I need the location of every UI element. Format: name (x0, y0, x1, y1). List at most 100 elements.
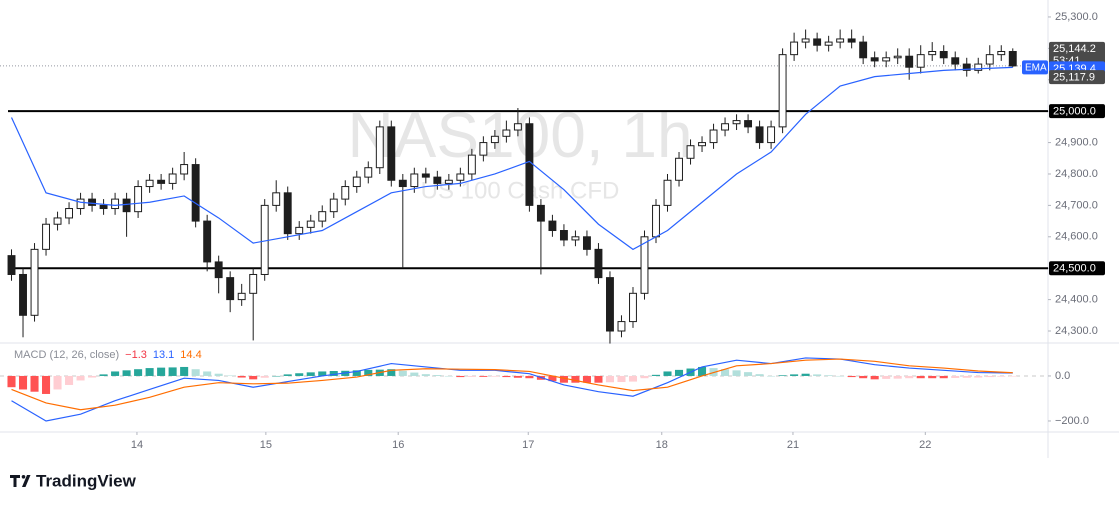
candle-body (214, 261, 223, 279)
candle (962, 57, 971, 77)
histogram-bar (870, 375, 879, 380)
candle (99, 199, 108, 215)
candle-body (997, 51, 1006, 56)
histogram-bar (962, 375, 971, 378)
histogram-bar (364, 369, 373, 376)
histogram-bar (617, 375, 626, 383)
histogram-bar (387, 369, 396, 376)
histogram-bar (605, 375, 614, 383)
candle (847, 29, 856, 49)
candle (237, 283, 246, 306)
candle-body (686, 145, 695, 159)
histogram-bar (122, 370, 131, 376)
histogram-bar (525, 375, 534, 379)
candle-body (433, 176, 442, 184)
histogram-bar (548, 375, 557, 382)
candle-body (559, 230, 568, 241)
y-tick-label: 24,400.0 (1055, 294, 1098, 306)
histogram-bar (836, 375, 845, 377)
histogram-bar (295, 373, 304, 376)
candle (1008, 48, 1017, 68)
candle (606, 271, 614, 344)
candle-body (905, 55, 914, 68)
candle (467, 148, 476, 181)
candle-body (513, 123, 522, 131)
histogram-bar (905, 375, 914, 379)
x-tick-label: 21 (787, 439, 799, 451)
candle-body (744, 120, 753, 128)
candle-body (122, 198, 131, 213)
candle-body (398, 179, 407, 188)
x-tick-label: 14 (131, 439, 143, 451)
candle (444, 173, 453, 190)
x-tick-label: 17 (522, 439, 534, 451)
histogram-bar (214, 373, 223, 376)
candle (790, 32, 799, 61)
candle-body (421, 173, 430, 178)
candle (594, 243, 603, 284)
candle-body (341, 186, 350, 200)
candle-body (548, 220, 557, 232)
candle-body (859, 41, 868, 59)
axis-label-box (1049, 104, 1105, 119)
candle (755, 120, 764, 149)
brand-logo: TradingView (10, 471, 137, 490)
candle (985, 45, 994, 71)
candle-body (490, 135, 499, 144)
candle-body (318, 211, 327, 222)
candle-body (675, 157, 683, 181)
axis-label: 24,500.0 (1053, 263, 1096, 275)
candle-body (928, 51, 937, 56)
histogram-bar (859, 375, 868, 379)
histogram-bar (985, 375, 994, 378)
histogram-bar (847, 375, 856, 378)
candle (53, 211, 62, 231)
candle-body (617, 321, 626, 332)
ema-name: EMA (1025, 63, 1047, 74)
histogram-bar (168, 367, 177, 376)
histogram-bar (813, 374, 822, 376)
histogram-bar (490, 375, 499, 377)
candle-body (882, 57, 891, 62)
candle (421, 167, 430, 184)
histogram-bar (928, 375, 937, 379)
candle-body (375, 126, 384, 169)
candle-body (767, 126, 776, 144)
candle-body (168, 173, 177, 184)
histogram-bar (249, 375, 258, 380)
candle-body (456, 173, 465, 181)
candle-body (813, 38, 822, 46)
candle (306, 214, 315, 234)
candle-body (974, 63, 983, 71)
histogram-bar (111, 371, 120, 376)
candle-body (180, 164, 189, 175)
y-tick-label: 24,700.0 (1055, 199, 1098, 211)
candle (629, 287, 637, 328)
candle (732, 114, 741, 131)
histogram-bar (479, 375, 488, 377)
candle-body (698, 142, 706, 147)
candle-body (7, 255, 16, 275)
histogram-bar (893, 375, 902, 379)
candle (203, 214, 212, 272)
candle-body (640, 236, 649, 294)
candle (295, 221, 304, 240)
axis-label-box (1049, 261, 1105, 276)
candle (157, 173, 166, 190)
histogram-bar (237, 375, 246, 378)
candle (767, 120, 776, 149)
candle-body (824, 41, 833, 46)
histogram-bar (651, 374, 661, 376)
candle-body (985, 54, 994, 65)
indicator-legend: MACD (12, 26, close) (14, 349, 119, 361)
candle (76, 192, 85, 215)
candle-body (870, 57, 879, 62)
candle-body (836, 38, 845, 43)
candle (951, 51, 960, 71)
histogram-bar (790, 374, 799, 376)
candle-body (893, 55, 902, 59)
candle-body (410, 173, 419, 188)
histogram-bar (203, 371, 212, 376)
histogram-bar (272, 375, 281, 377)
candle (744, 114, 753, 134)
